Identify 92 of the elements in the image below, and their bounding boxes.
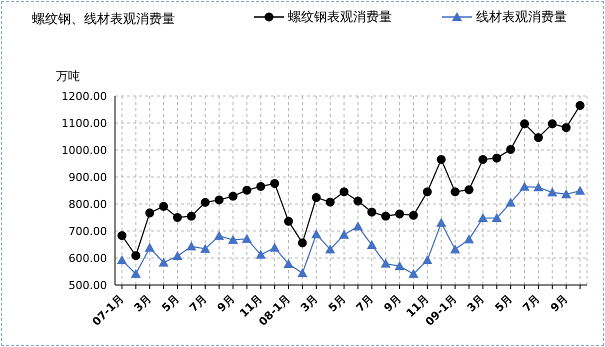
point	[256, 182, 266, 191]
point	[506, 144, 516, 154]
y-tick-label: 800.00	[68, 198, 107, 211]
point	[562, 123, 571, 132]
point	[533, 182, 544, 192]
point	[478, 213, 488, 222]
point	[172, 251, 182, 260]
x-tick-label: 3月	[132, 292, 154, 314]
x-tick-label: 9月	[548, 292, 570, 314]
point	[576, 100, 585, 110]
point	[450, 244, 460, 254]
y-tick-label: 1100.00	[62, 116, 107, 130]
y-axis-title: 万吨	[56, 68, 80, 85]
point	[340, 187, 349, 196]
point	[200, 198, 210, 207]
point	[464, 185, 474, 194]
point	[534, 133, 543, 142]
y-tick-label: 1000.00	[62, 144, 107, 157]
point	[256, 250, 266, 259]
point	[297, 268, 308, 278]
point	[228, 234, 238, 244]
point	[353, 196, 362, 206]
y-tick-label: 500.00	[68, 278, 107, 292]
point	[520, 119, 530, 128]
point	[326, 198, 335, 207]
point	[408, 210, 418, 220]
point	[450, 187, 460, 196]
x-tick-label: 9月	[381, 292, 404, 314]
x-tick-label: 7月	[520, 292, 543, 314]
point	[145, 208, 154, 218]
point	[436, 154, 446, 164]
x-tick-label: 5月	[326, 292, 348, 314]
point	[339, 230, 350, 239]
point	[242, 186, 252, 195]
point	[548, 119, 557, 128]
point	[478, 154, 488, 164]
point	[561, 189, 572, 198]
x-tick-label: 7月	[187, 292, 210, 314]
x-tick-label: 3月	[298, 292, 321, 314]
point	[408, 268, 418, 278]
point	[186, 241, 196, 250]
point	[325, 244, 336, 254]
point	[464, 234, 474, 244]
point	[422, 187, 432, 196]
point	[492, 213, 502, 222]
point	[186, 212, 196, 221]
point	[394, 261, 405, 270]
point	[422, 255, 432, 264]
point	[547, 187, 558, 196]
x-tick-label: 7月	[354, 292, 376, 314]
point	[242, 234, 252, 243]
point	[270, 242, 280, 252]
point	[298, 238, 307, 248]
point	[367, 208, 376, 217]
point	[228, 192, 238, 201]
point	[311, 229, 322, 238]
point	[506, 198, 516, 207]
point	[158, 258, 169, 267]
point	[395, 209, 404, 218]
y-tick-label: 700.00	[68, 224, 107, 238]
point	[312, 193, 321, 202]
legend-label: 螺纹钢表观消费量	[288, 9, 392, 26]
point	[270, 178, 280, 188]
point	[172, 213, 182, 222]
point	[520, 182, 530, 191]
x-tick-label: 5月	[159, 292, 182, 314]
point	[200, 244, 210, 253]
point	[214, 195, 224, 204]
y-tick-label: 900.00	[68, 170, 107, 184]
point	[381, 212, 390, 221]
point	[492, 154, 502, 163]
point	[117, 231, 126, 240]
x-tick-label: 3月	[464, 292, 488, 314]
y-tick-label: 1200.00	[62, 90, 107, 103]
point	[575, 186, 586, 195]
point	[159, 202, 168, 211]
point	[116, 255, 127, 264]
point	[144, 242, 155, 252]
point	[284, 216, 294, 226]
point	[131, 251, 140, 260]
point	[380, 258, 391, 268]
point	[214, 230, 224, 240]
chart-title: 螺纹钢、线材表观消费量	[32, 11, 175, 28]
point	[284, 258, 294, 268]
x-tick-label: 5月	[492, 292, 515, 314]
point	[366, 240, 377, 250]
legend-label: 线材表观消费量	[476, 9, 567, 26]
point	[130, 268, 141, 278]
y-tick-label: 600.00	[68, 252, 107, 265]
x-tick-label: 9月	[214, 292, 238, 314]
point	[436, 218, 446, 227]
point	[352, 221, 363, 230]
